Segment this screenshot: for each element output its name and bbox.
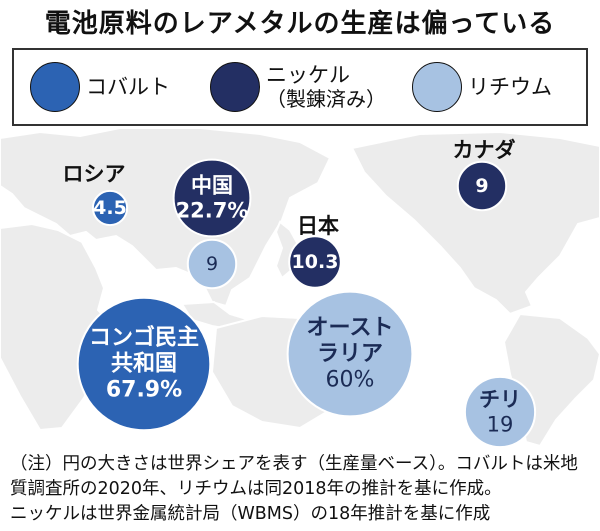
value-label: 9 [206, 253, 218, 275]
country-label: 共和国 [111, 352, 177, 377]
legend-label-nickel: ニッケル [266, 63, 350, 87]
legend-swatch-cobalt [30, 62, 80, 112]
value-label: 67.9% [106, 378, 182, 403]
legend-label-cobalt: コバルト [86, 75, 170, 99]
country-label: ラリア [317, 342, 383, 367]
country-label: カナダ [453, 138, 516, 162]
value-label: 22.7% [176, 199, 249, 223]
north-america-landmass [350, 130, 600, 316]
value-label: 9 [475, 175, 488, 197]
legend-label-lithium: リチウム [468, 75, 552, 99]
country-label: ロシア [63, 162, 126, 186]
bubble-nickel [456, 160, 508, 212]
eurasia-landmass [0, 128, 332, 308]
value-label: 19 [487, 413, 514, 437]
legend: コバルト ニッケル （製錬済み） リチウム [12, 48, 588, 126]
bubble-nickel [288, 235, 342, 289]
legend-swatch-nickel [210, 62, 260, 112]
bubble-cobalt [76, 296, 212, 432]
bubble-lithium [186, 238, 238, 290]
bubble-lithium [286, 290, 414, 418]
country-label: 日本 [297, 214, 339, 238]
country-label: オースト [307, 316, 394, 341]
bubble-cobalt [91, 189, 129, 227]
legend-swatch-lithium [412, 62, 462, 112]
country-label: チリ [479, 388, 521, 412]
note-line: 質調査所の2020年、リチウムは同2018年の推計を基に作成。 [10, 479, 502, 499]
note-line: ニッケルは世界金属統計局（WBMS）の18年推計を基に作成 [10, 504, 491, 524]
value-label: 4.5 [93, 197, 127, 219]
value-label: 10.3 [292, 251, 339, 273]
legend-item-nickel: ニッケル （製錬済み） [210, 50, 386, 124]
note-line: （注）円の大きさは世界シェアを表す（生産量ベース）。コバルトは米地 [10, 454, 578, 474]
legend-item-cobalt: コバルト [30, 50, 170, 124]
legend-item-lithium: リチウム [412, 50, 552, 124]
note: （注）円の大きさは世界シェアを表す（生産量ベース）。コバルトは米地 質調査所の2… [10, 452, 596, 527]
bubble-nickel [172, 158, 252, 238]
legend-sublabel-nickel: （製錬済み） [266, 87, 386, 111]
country-label: 中国 [191, 174, 233, 198]
bubble-lithium [463, 375, 537, 449]
page-title: 電池原料のレアメタルの生産は偏っている [44, 9, 556, 39]
value-label: 60% [326, 368, 375, 393]
legend-label-nickel-group: ニッケル （製錬済み） [266, 63, 386, 111]
country-label: コンゴ民主 [89, 325, 199, 351]
